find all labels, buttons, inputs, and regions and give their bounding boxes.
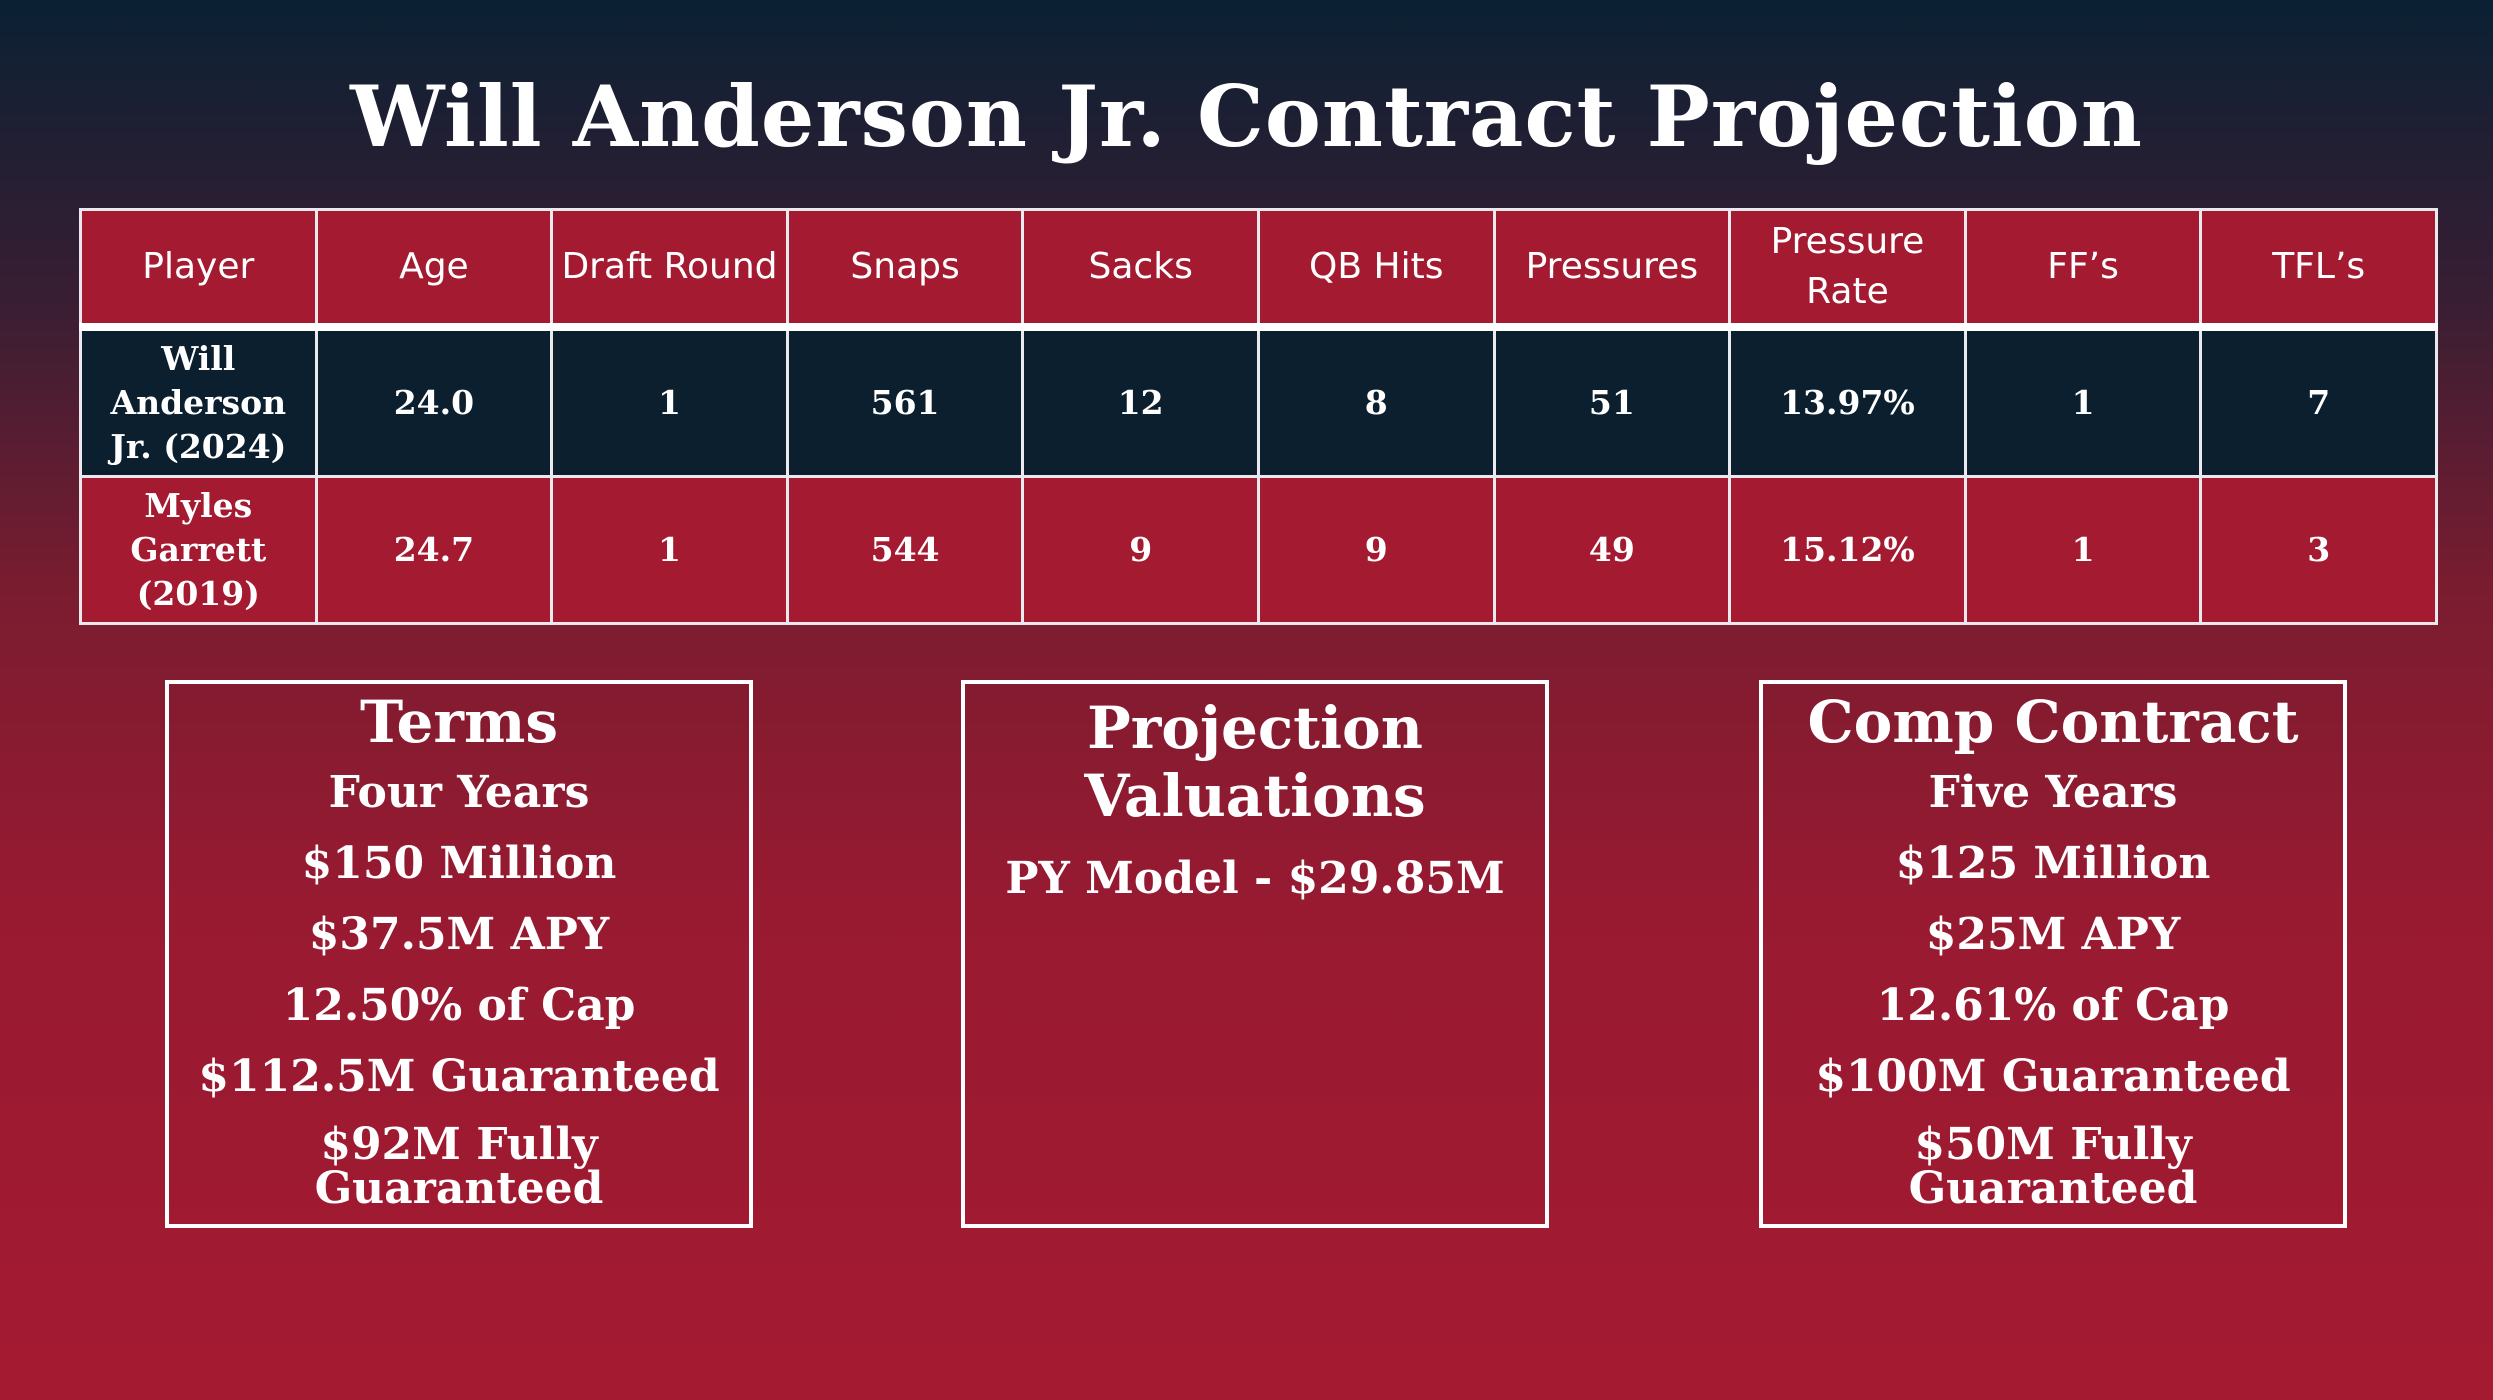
column-header-qb-hits: QB Hits [1256, 208, 1496, 331]
column-header-tackles-for-loss: TFL’s [2199, 208, 2438, 331]
page-title: Will Anderson Jr. Contract Projection [350, 67, 2143, 166]
column-header-draft-round: Draft Round [550, 208, 789, 331]
terms-apy: $37.5M APY [308, 909, 610, 960]
cell-forced-fumbles: 1 [1963, 325, 2203, 478]
cell-pressures: 51 [1492, 325, 1732, 478]
comp-cap-percent: 12.61% of Cap [1876, 980, 2230, 1031]
cell-age: 24.7 [314, 475, 554, 625]
comp-title: Comp Contract [1807, 688, 2299, 756]
terms-fully-guaranteed: $92M Fully Guaranteed [314, 1119, 604, 1214]
cell-forced-fumbles: 1 [1963, 475, 2203, 625]
cell-pressure-rate: 15.12% [1728, 475, 1967, 625]
column-header-pressure-rate: Pressure Rate [1728, 208, 1967, 331]
table-row-will-anderson: Will Anderson Jr. (2024) 24.0 1 561 12 8… [79, 325, 2438, 478]
cell-qb-hits: 9 [1256, 475, 1496, 625]
cell-sacks: 9 [1021, 475, 1260, 625]
cell-age: 24.0 [314, 325, 554, 478]
cell-pressures: 49 [1492, 475, 1732, 625]
terms-total-value: $150 Million [301, 838, 617, 889]
column-header-pressures: Pressures [1492, 208, 1732, 331]
cell-player-name: Myles Garrett (2019) [79, 475, 318, 625]
column-header-forced-fumbles: FF’s [1963, 208, 2203, 331]
cell-pressure-rate: 13.97% [1728, 325, 1967, 478]
cell-player-name: Will Anderson Jr. (2024) [79, 325, 318, 478]
stats-comparison-table: Player Age Draft Round Snaps Sacks QB Hi… [79, 208, 2438, 625]
cell-sacks: 12 [1021, 325, 1260, 478]
column-header-age: Age [314, 208, 554, 331]
table-row-myles-garrett: Myles Garrett (2019) 24.7 1 544 9 9 49 1… [79, 475, 2438, 625]
terms-panel: Terms Four Years $150 Million $37.5M APY… [165, 680, 753, 1228]
table-header-row: Player Age Draft Round Snaps Sacks QB Hi… [79, 208, 2438, 331]
comp-guaranteed: $100M Guaranteed [1815, 1051, 2291, 1102]
cell-draft-round: 1 [550, 325, 789, 478]
comp-contract-panel: Comp Contract Five Years $125 Million $2… [1759, 680, 2347, 1228]
comp-length: Five Years [1928, 767, 2178, 818]
cell-draft-round: 1 [550, 475, 789, 625]
cell-tackles-for-loss: 3 [2199, 475, 2438, 625]
terms-guaranteed: $112.5M Guaranteed [198, 1051, 720, 1102]
terms-cap-percent: 12.50% of Cap [282, 980, 636, 1031]
column-header-player: Player [79, 208, 318, 331]
projection-py-model: PY Model - $29.85M [1005, 853, 1505, 904]
projection-title: Projection Valuations [1084, 694, 1426, 830]
terms-length: Four Years [328, 767, 590, 818]
cell-qb-hits: 8 [1256, 325, 1496, 478]
projection-valuations-panel: Projection Valuations PY Model - $29.85M [961, 680, 1549, 1228]
comp-fully-guaranteed: $50M Fully Guaranteed [1908, 1119, 2198, 1214]
column-header-snaps: Snaps [785, 208, 1025, 331]
column-header-sacks: Sacks [1021, 208, 1260, 331]
cell-tackles-for-loss: 7 [2199, 325, 2438, 478]
comp-total-value: $125 Million [1895, 838, 2211, 889]
comp-apy: $25M APY [1925, 909, 2181, 960]
terms-title: Terms [360, 688, 558, 756]
cell-snaps: 544 [785, 475, 1025, 625]
cell-snaps: 561 [785, 325, 1025, 478]
